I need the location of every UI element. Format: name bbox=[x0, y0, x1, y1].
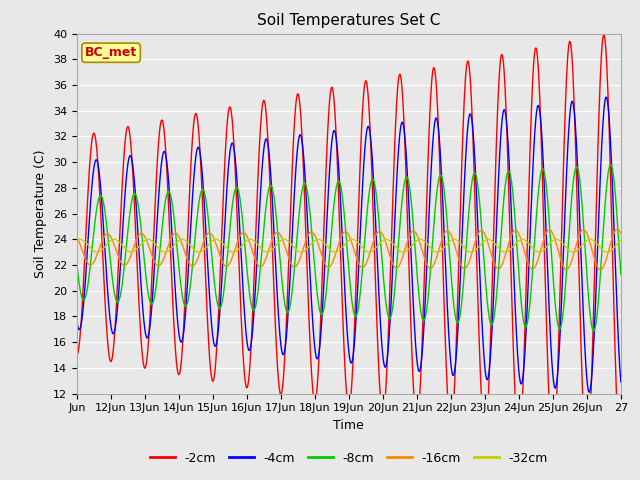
-32cm bbox=[582, 238, 590, 244]
Text: BC_met: BC_met bbox=[85, 46, 137, 59]
-16cm bbox=[617, 230, 625, 236]
-32cm bbox=[83, 241, 91, 247]
-8cm bbox=[83, 288, 91, 293]
-4cm bbox=[602, 94, 610, 100]
Y-axis label: Soil Temperature (C): Soil Temperature (C) bbox=[35, 149, 47, 278]
-4cm bbox=[617, 379, 625, 385]
Line: -16cm: -16cm bbox=[77, 229, 621, 270]
-2cm bbox=[319, 258, 326, 264]
-8cm bbox=[73, 261, 81, 267]
-8cm bbox=[170, 215, 178, 221]
-2cm bbox=[83, 208, 91, 214]
Title: Soil Temperatures Set C: Soil Temperatures Set C bbox=[257, 13, 440, 28]
-8cm bbox=[582, 255, 589, 261]
-32cm bbox=[617, 238, 625, 243]
-16cm bbox=[351, 251, 359, 256]
-32cm bbox=[171, 242, 179, 248]
-16cm bbox=[170, 231, 178, 237]
-4cm bbox=[586, 389, 593, 395]
-4cm bbox=[582, 361, 589, 367]
-16cm bbox=[83, 259, 91, 265]
Line: -2cm: -2cm bbox=[77, 35, 621, 460]
X-axis label: Time: Time bbox=[333, 419, 364, 432]
Line: -32cm: -32cm bbox=[77, 240, 621, 252]
Line: -8cm: -8cm bbox=[77, 165, 621, 331]
-4cm bbox=[83, 253, 91, 259]
-2cm bbox=[73, 352, 81, 358]
-8cm bbox=[617, 272, 625, 277]
-16cm bbox=[448, 234, 456, 240]
-32cm bbox=[73, 238, 81, 243]
-8cm bbox=[589, 328, 597, 334]
-2cm bbox=[170, 325, 178, 331]
-32cm bbox=[76, 237, 84, 242]
-16cm bbox=[319, 256, 326, 262]
-32cm bbox=[319, 239, 327, 245]
-32cm bbox=[604, 249, 611, 255]
-32cm bbox=[448, 237, 456, 243]
-2cm bbox=[600, 32, 607, 38]
-8cm bbox=[607, 162, 614, 168]
-2cm bbox=[448, 422, 456, 428]
-4cm bbox=[170, 268, 178, 274]
-4cm bbox=[448, 368, 456, 373]
-16cm bbox=[582, 228, 589, 234]
-2cm bbox=[617, 457, 625, 463]
-8cm bbox=[448, 280, 456, 286]
-16cm bbox=[614, 227, 621, 232]
Legend: -2cm, -4cm, -8cm, -16cm, -32cm: -2cm, -4cm, -8cm, -16cm, -32cm bbox=[145, 447, 553, 469]
-4cm bbox=[351, 331, 359, 337]
-2cm bbox=[351, 308, 359, 313]
-8cm bbox=[319, 310, 326, 316]
-4cm bbox=[73, 319, 81, 324]
-16cm bbox=[73, 234, 81, 240]
-2cm bbox=[582, 446, 589, 452]
Line: -4cm: -4cm bbox=[77, 97, 621, 392]
-4cm bbox=[319, 301, 326, 307]
-32cm bbox=[351, 238, 359, 243]
-8cm bbox=[351, 313, 359, 319]
-16cm bbox=[596, 267, 604, 273]
